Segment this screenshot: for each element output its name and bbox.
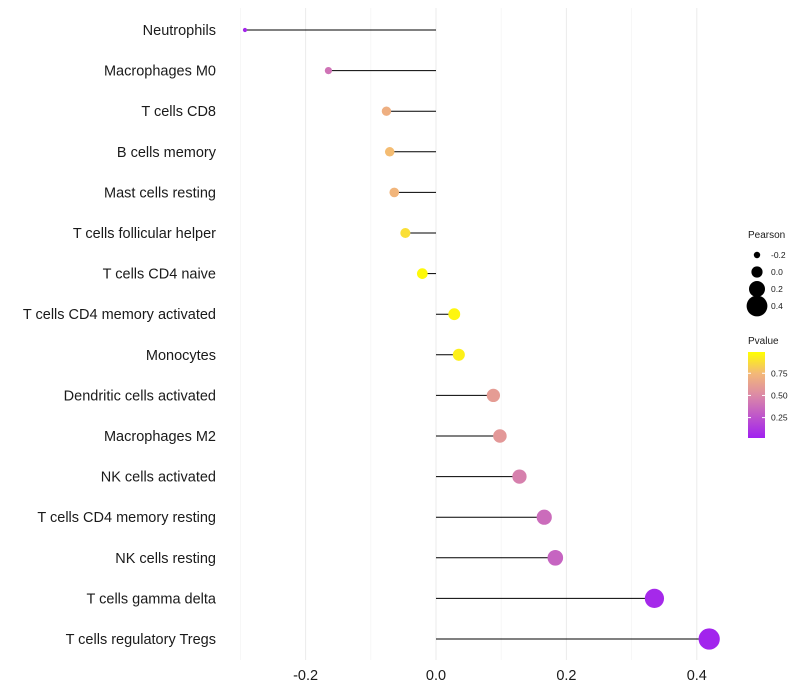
lollipop-point: [448, 308, 461, 321]
size-legend-key: [751, 266, 763, 278]
lollipop-point: [416, 268, 428, 279]
size-legend-label: -0.2: [771, 250, 786, 260]
lollipop-points: [242, 27, 720, 650]
x-tick-label: 0.0: [426, 668, 446, 684]
lollipop-point: [324, 66, 333, 75]
size-legend-label: 0.2: [771, 284, 783, 294]
lollipop-point: [512, 469, 527, 484]
lollipop-point: [547, 550, 564, 566]
size-legend-key: [749, 281, 765, 297]
category-label: T cells follicular helper: [73, 226, 216, 242]
grid-lines: [239, 8, 698, 660]
category-label: T cells gamma delta: [87, 591, 217, 607]
category-label: Monocytes: [146, 348, 216, 364]
category-label: Macrophages M0: [104, 64, 216, 80]
x-tick-labels: -0.2 0.0 0.2 0.4: [293, 668, 707, 684]
category-label: T cells regulatory Tregs: [66, 632, 216, 648]
size-legend-label: 0.4: [771, 301, 783, 311]
x-tick-label: 0.2: [556, 668, 576, 684]
category-label: NK cells activated: [101, 470, 216, 486]
category-label: T cells CD4 memory activated: [23, 307, 216, 323]
color-legend-label: 0.75: [771, 368, 788, 378]
lollipop-point: [486, 388, 501, 403]
lollipop-point: [452, 348, 465, 361]
color-legend-label: 0.25: [771, 413, 788, 423]
category-label: B cells memory: [117, 145, 217, 161]
category-label: NK cells resting: [115, 551, 216, 567]
lollipop-point: [242, 27, 248, 33]
color-legend: Pvalue 0.75 0.50 0.25: [748, 336, 788, 438]
color-legend-label: 0.50: [771, 390, 788, 400]
category-label: Macrophages M2: [104, 429, 216, 445]
lollipop-point: [536, 509, 552, 525]
category-labels: Neutrophils Macrophages M0 T cells CD8 B ce…: [23, 23, 217, 648]
color-legend-bar: [748, 352, 765, 438]
category-label: T cells CD4 memory resting: [37, 510, 216, 526]
size-legend: Pearson -0.2 0.0 0.2 0.4: [746, 230, 786, 317]
lollipop-point: [381, 106, 392, 116]
x-tick-label: 0.4: [687, 668, 707, 684]
size-legend-label: 0.0: [771, 267, 783, 277]
category-label: Dendritic cells activated: [64, 388, 216, 404]
category-label: Neutrophils: [143, 23, 216, 39]
lollipop-point: [698, 628, 720, 650]
lollipop-point: [493, 429, 507, 443]
size-legend-key: [753, 251, 761, 259]
x-tick-label: -0.2: [293, 668, 318, 684]
category-label: T cells CD8: [141, 104, 216, 120]
lollipop-point: [644, 588, 665, 609]
lollipop-point: [384, 147, 395, 157]
size-legend-key: [746, 295, 768, 317]
lollipop-point: [389, 187, 400, 198]
lollipop-point: [400, 227, 411, 239]
size-legend-title: Pearson: [748, 230, 785, 241]
category-label: Mast cells resting: [104, 185, 216, 201]
lollipop-segments: [244, 29, 710, 640]
category-label: T cells CD4 naive: [103, 267, 216, 283]
color-legend-title: Pvalue: [748, 336, 779, 347]
